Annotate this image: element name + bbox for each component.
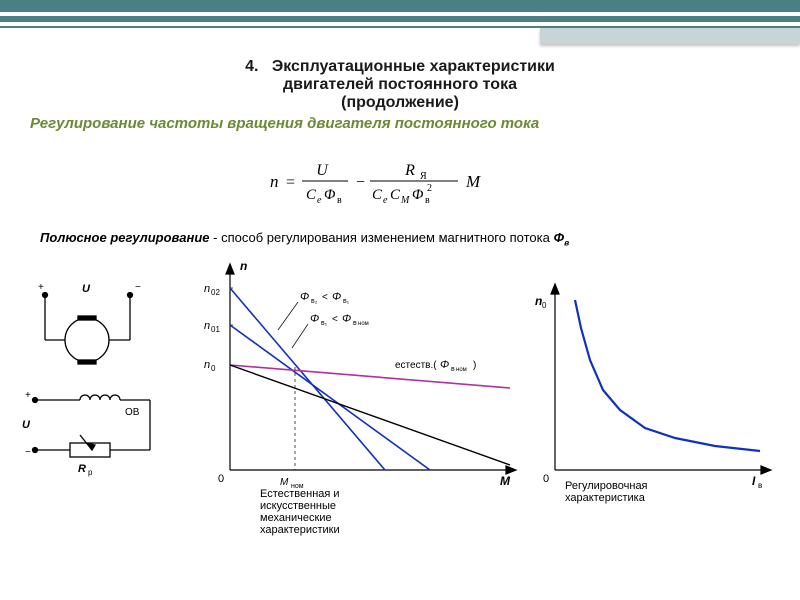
- svg-text:01: 01: [211, 325, 220, 334]
- svg-text:M: M: [500, 474, 511, 488]
- svg-text:R: R: [78, 463, 86, 475]
- title-line2: двигателей постоянного тока: [283, 76, 517, 93]
- svg-text:0: 0: [542, 301, 547, 310]
- svg-text:0: 0: [543, 473, 549, 485]
- title-line3: (продолжение): [341, 94, 459, 111]
- svg-text:U: U: [82, 283, 91, 295]
- svg-text:e: e: [383, 195, 388, 206]
- regulation-bold: Полюсное регулирование: [40, 230, 210, 245]
- svg-text:Φ: Φ: [310, 313, 319, 325]
- svg-text:C: C: [390, 187, 401, 203]
- svg-text:U: U: [22, 419, 31, 431]
- mech-caption: Естественная и искусственные механически…: [260, 488, 410, 536]
- title-number: 4.: [245, 58, 258, 75]
- svg-text:<: <: [332, 314, 338, 325]
- svg-text:2: 2: [427, 183, 432, 194]
- svg-text:Φ: Φ: [332, 291, 341, 303]
- svg-text:Φ: Φ: [324, 187, 336, 203]
- svg-text:в: в: [337, 195, 342, 206]
- mech-chart: n M 0 n02 n01 n0 Mном Φв₂ < Φв₁ Φв₁ < Φв…: [200, 260, 520, 520]
- title-line1: Эксплуатационные характеристики: [272, 58, 555, 75]
- svg-text:n: n: [204, 359, 210, 371]
- svg-text:I: I: [752, 474, 756, 488]
- svg-text:в₂: в₂: [311, 298, 318, 305]
- svg-text:−: −: [25, 447, 31, 458]
- svg-text:Φ: Φ: [300, 291, 309, 303]
- svg-text:M: M: [400, 195, 410, 206]
- svg-text:=: =: [286, 174, 295, 191]
- header-line-1: [0, 0, 800, 12]
- svg-text:в: в: [353, 320, 357, 327]
- svg-text:ном: ном: [358, 321, 369, 327]
- svg-text:C: C: [372, 187, 383, 203]
- reg-dash: -: [210, 230, 222, 245]
- subtitle: Регулирование частоты вращения двигателя…: [0, 115, 800, 132]
- svg-text:n: n: [240, 260, 247, 273]
- svg-text:Я: Я: [420, 171, 427, 182]
- svg-text:C: C: [306, 187, 317, 203]
- svg-text:+: +: [25, 390, 31, 401]
- regulation-text: Полюсное регулирование - способ регулиро…: [40, 230, 780, 248]
- svg-text:0: 0: [211, 364, 216, 373]
- svg-text:M: M: [465, 172, 481, 191]
- svg-text:естеств.(: естеств.(: [395, 360, 437, 371]
- header-shadow-box: [540, 28, 800, 44]
- svg-text:−: −: [135, 282, 141, 293]
- reg-symbol: Φв: [553, 230, 569, 245]
- formula: n = U C e Φ в − R Я C e C M Φ в 2 M: [0, 155, 800, 215]
- svg-text:ОВ: ОВ: [125, 407, 140, 418]
- svg-text:Φ: Φ: [412, 187, 424, 203]
- page-title: 4. Эксплуатационные характеристики двига…: [0, 58, 800, 112]
- svg-text:p: p: [88, 468, 93, 477]
- svg-text:Φ: Φ: [440, 359, 449, 371]
- svg-text:−: −: [356, 174, 365, 191]
- svg-text:n: n: [204, 320, 210, 332]
- svg-text:e: e: [317, 195, 322, 206]
- reg-chart: n0 Iв 0 Регулировочная характеристика: [530, 280, 780, 510]
- circuit-diagram: + − U + − U ОВ: [20, 280, 180, 480]
- reg-text: способ регулирования изменением магнитно…: [221, 230, 553, 245]
- svg-text:в: в: [425, 195, 430, 206]
- subtitle-text: Регулирование частоты вращения двигателя…: [30, 115, 539, 132]
- svg-text:в₁: в₁: [321, 320, 328, 327]
- svg-text:): ): [473, 360, 476, 371]
- svg-text:в: в: [451, 366, 455, 373]
- svg-text:U: U: [316, 162, 329, 179]
- header-line-2: [0, 16, 800, 22]
- svg-text:n: n: [270, 172, 279, 191]
- svg-text:0: 0: [218, 473, 224, 485]
- svg-text:02: 02: [211, 288, 220, 297]
- svg-text:n: n: [204, 283, 210, 295]
- svg-text:M: M: [280, 477, 289, 488]
- svg-text:<: <: [322, 292, 328, 303]
- svg-text:в: в: [758, 481, 762, 490]
- reg-caption: Регулировочная характеристика: [565, 480, 715, 504]
- svg-text:в₁: в₁: [343, 298, 350, 305]
- svg-text:ном: ном: [456, 367, 467, 373]
- svg-text:Φ: Φ: [342, 313, 351, 325]
- svg-text:+: +: [38, 282, 44, 293]
- svg-text:R: R: [404, 162, 415, 179]
